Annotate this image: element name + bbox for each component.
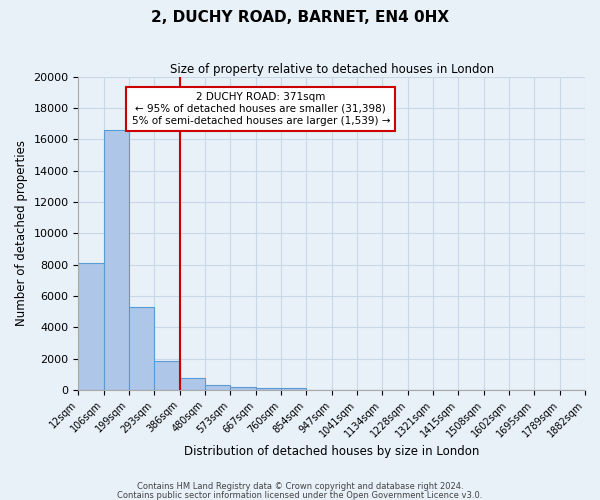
Y-axis label: Number of detached properties: Number of detached properties xyxy=(15,140,28,326)
Bar xyxy=(230,387,256,390)
Title: Size of property relative to detached houses in London: Size of property relative to detached ho… xyxy=(170,62,494,76)
Bar xyxy=(281,388,307,390)
Text: 2, DUCHY ROAD, BARNET, EN4 0HX: 2, DUCHY ROAD, BARNET, EN4 0HX xyxy=(151,10,449,25)
Bar xyxy=(154,361,180,390)
Bar xyxy=(104,130,129,390)
Bar xyxy=(79,263,104,390)
Text: Contains public sector information licensed under the Open Government Licence v3: Contains public sector information licen… xyxy=(118,490,482,500)
Text: 2 DUCHY ROAD: 371sqm
← 95% of detached houses are smaller (31,398)
5% of semi-de: 2 DUCHY ROAD: 371sqm ← 95% of detached h… xyxy=(131,92,390,126)
Bar xyxy=(180,378,205,390)
X-axis label: Distribution of detached houses by size in London: Distribution of detached houses by size … xyxy=(184,444,479,458)
Text: Contains HM Land Registry data © Crown copyright and database right 2024.: Contains HM Land Registry data © Crown c… xyxy=(137,482,463,491)
Bar xyxy=(205,386,230,390)
Bar xyxy=(129,307,154,390)
Bar xyxy=(256,388,281,390)
